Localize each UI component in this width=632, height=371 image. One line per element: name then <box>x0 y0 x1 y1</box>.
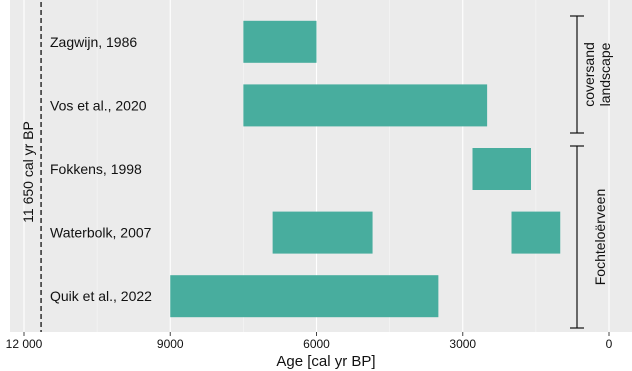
x-tick-label: 0 <box>606 337 613 351</box>
range-bar <box>243 20 317 63</box>
group-label-line: landscape <box>597 42 613 106</box>
group-label-line: Fochteloërveen <box>592 189 608 286</box>
group-label: coversandlandscape <box>581 42 613 107</box>
group-brackets: coversandlandscape Fochteloërveen <box>570 15 613 329</box>
group-label: Fochteloërveen <box>592 189 608 286</box>
reference-line-label: 11 650 cal yr BP <box>20 121 36 223</box>
range-bar <box>272 211 373 254</box>
range-bar <box>243 84 488 127</box>
range-bar <box>472 148 531 190</box>
range-bars <box>170 20 561 318</box>
study-label: Zagwijn, 1986 <box>50 34 137 50</box>
x-axis: 12 000 9000 6000 3000 0 <box>6 332 613 351</box>
study-labels: Zagwijn, 1986 Vos et al., 2020 Fokkens, 19… <box>50 34 152 304</box>
x-tick-label: 12 000 <box>6 337 43 351</box>
x-axis-title: Age [cal yr BP] <box>276 353 375 370</box>
study-label: Waterbolk, 2007 <box>50 225 152 241</box>
x-tick-label: 9000 <box>157 337 184 351</box>
study-label: Quik et al., 2022 <box>50 288 152 304</box>
group-label-line: coversand <box>581 42 597 107</box>
x-tick-label: 3000 <box>449 337 476 351</box>
range-bar <box>511 211 561 254</box>
reference-line: 11 650 cal yr BP <box>20 2 42 332</box>
study-label: Vos et al., 2020 <box>50 97 147 113</box>
range-bar <box>170 275 439 318</box>
x-tick-label: 6000 <box>303 337 330 351</box>
study-label: Fokkens, 1998 <box>50 161 142 177</box>
